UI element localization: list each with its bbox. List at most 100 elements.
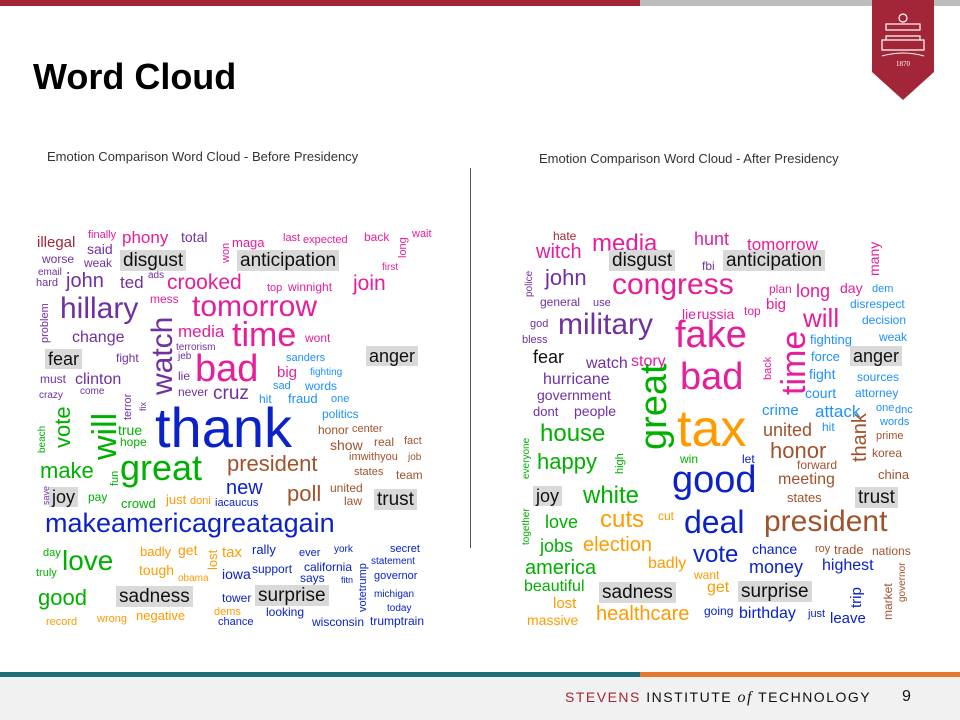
after-word: dem bbox=[872, 283, 894, 295]
before-word: crowd bbox=[121, 496, 156, 511]
before-word: secret bbox=[390, 543, 420, 555]
before-word: support bbox=[252, 562, 293, 576]
before-word: finally bbox=[88, 229, 117, 241]
after-word: high bbox=[614, 453, 626, 474]
before-word: phony bbox=[122, 228, 169, 247]
after-word: market bbox=[881, 583, 895, 620]
footer-band bbox=[0, 677, 960, 720]
before-word: honor bbox=[318, 423, 349, 437]
after-word: china bbox=[878, 467, 910, 482]
before-word: record bbox=[46, 616, 78, 628]
after-word: forward bbox=[797, 458, 838, 472]
top-accent-bar-gray bbox=[640, 0, 960, 6]
before-word: obama bbox=[178, 573, 209, 584]
before-word: fight bbox=[116, 351, 139, 365]
before-word: watch bbox=[146, 316, 179, 395]
after-word: prime bbox=[876, 430, 904, 442]
after-word: bad bbox=[680, 356, 744, 398]
after-word: going bbox=[704, 604, 734, 618]
before-word: hillary bbox=[60, 292, 139, 325]
before-word: problem bbox=[39, 303, 51, 343]
after-word: beautiful bbox=[524, 578, 585, 595]
before-word: fact bbox=[404, 435, 422, 447]
after-word: sources bbox=[857, 370, 900, 384]
after-emotion-label-disgust: disgust bbox=[609, 250, 676, 271]
after-word: bless bbox=[522, 334, 548, 346]
after-word: fear bbox=[533, 347, 565, 367]
after-word: attorney bbox=[855, 386, 899, 400]
before-word: new bbox=[226, 477, 263, 499]
before-word: ted bbox=[120, 273, 144, 292]
after-word: top bbox=[744, 304, 761, 318]
after-word: story bbox=[631, 353, 666, 370]
after-word: trip bbox=[848, 587, 865, 608]
before-word: fraud bbox=[288, 391, 318, 406]
before-word: get bbox=[178, 542, 198, 558]
before-word: center bbox=[352, 423, 383, 435]
before-word: maga bbox=[232, 235, 265, 250]
after-word: god bbox=[530, 318, 549, 330]
before-word: fix bbox=[138, 402, 148, 411]
before-word: pay bbox=[88, 490, 108, 504]
after-word: dnc bbox=[895, 404, 913, 416]
after-word: attack bbox=[815, 402, 861, 421]
footer-brand-stevens: STEVENS bbox=[565, 689, 641, 705]
after-word: win bbox=[680, 452, 699, 466]
after-word: president bbox=[764, 505, 888, 538]
before-word: york bbox=[334, 544, 353, 555]
before-word: jeb bbox=[178, 351, 192, 362]
footer-accent-bar-orange bbox=[640, 672, 960, 677]
before-word: president bbox=[227, 451, 318, 476]
after-word: deal bbox=[684, 504, 745, 540]
before-emotion-label-anticipation: anticipation bbox=[237, 250, 340, 271]
after-word: john bbox=[545, 265, 587, 290]
before-word: imwithyou bbox=[349, 451, 398, 463]
after-word: massive bbox=[527, 612, 579, 628]
before-emotion-label-fear: fear bbox=[45, 349, 83, 369]
after-emotion-label-surprise: surprise bbox=[738, 581, 812, 602]
after-word: hate bbox=[553, 229, 577, 243]
before-word: today bbox=[387, 603, 412, 614]
before-word: one bbox=[331, 393, 350, 405]
before-word: iowa bbox=[222, 566, 251, 582]
before-word: good bbox=[38, 585, 87, 610]
before-word: top bbox=[267, 282, 283, 294]
before-word: clinton bbox=[75, 371, 122, 388]
before-word: wisconsin bbox=[312, 615, 365, 629]
before-word: won bbox=[220, 242, 232, 263]
after-word: meeting bbox=[778, 471, 835, 488]
after-word: hunt bbox=[694, 229, 730, 249]
after-emotion-label-joy: joy bbox=[533, 486, 563, 506]
before-word: rally bbox=[252, 542, 276, 557]
before-word: politics bbox=[322, 407, 359, 421]
after-word: tax bbox=[677, 400, 747, 458]
before-word: votetrump bbox=[357, 563, 369, 612]
before-word: dems bbox=[214, 606, 241, 618]
before-word: make bbox=[40, 458, 94, 483]
after-word: badly bbox=[648, 555, 687, 572]
cloud-title-after: Emotion Comparison Word Cloud - After Pr… bbox=[539, 151, 839, 166]
before-word: winnight bbox=[288, 280, 333, 294]
before-word: last bbox=[283, 232, 301, 244]
after-word: dont bbox=[533, 404, 559, 419]
after-word: money bbox=[749, 557, 804, 577]
after-word: america bbox=[525, 557, 597, 579]
before-word: email bbox=[38, 267, 62, 278]
before-word: negative bbox=[136, 608, 186, 623]
after-word: military bbox=[558, 308, 653, 341]
before-word: governor bbox=[374, 570, 418, 582]
after-word: governor bbox=[897, 562, 908, 602]
svg-text:1870: 1870 bbox=[896, 60, 911, 68]
before-word: said bbox=[87, 241, 113, 257]
before-word: statement bbox=[371, 556, 415, 567]
after-word: leave bbox=[830, 610, 866, 627]
before-word: tax bbox=[222, 544, 243, 561]
after-word: day bbox=[840, 280, 863, 296]
cloud-divider bbox=[470, 168, 471, 548]
after-emotion-label-trust: trust bbox=[855, 487, 898, 508]
after-word: vote bbox=[693, 541, 739, 568]
after-word: together bbox=[521, 508, 532, 545]
after-word: general bbox=[540, 295, 581, 309]
before-word: california bbox=[304, 560, 353, 574]
before-word: great bbox=[120, 447, 203, 488]
